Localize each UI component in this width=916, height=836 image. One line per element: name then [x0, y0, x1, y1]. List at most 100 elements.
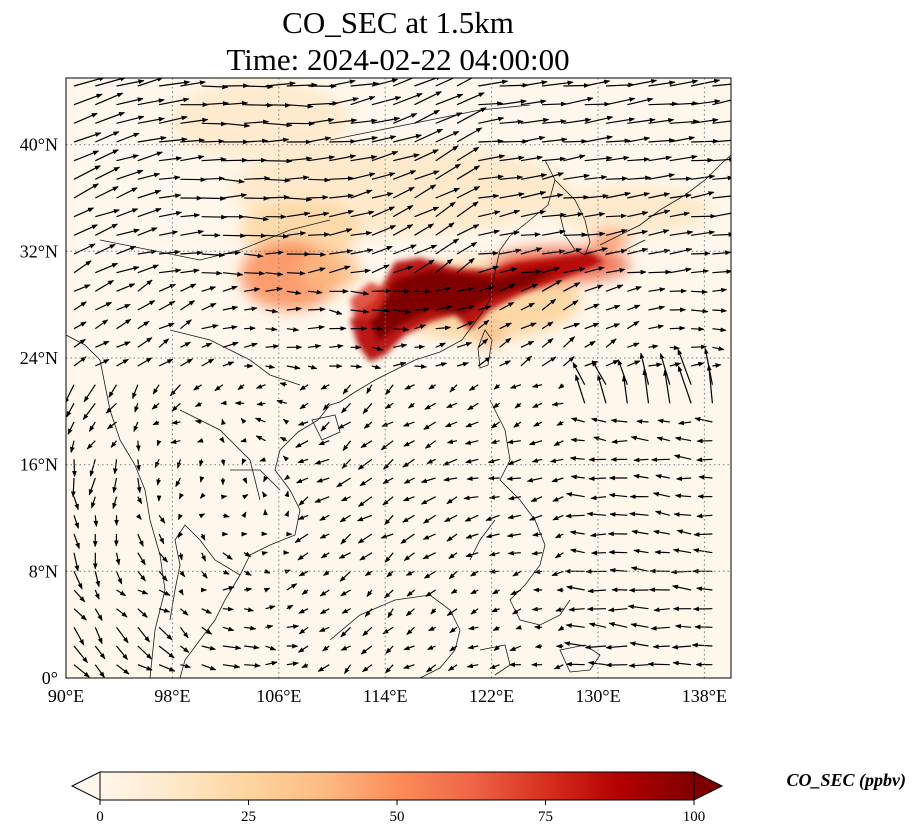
wind-vector	[541, 338, 554, 348]
wind-vector	[158, 552, 168, 563]
wind-vector	[621, 375, 628, 404]
wind-vector	[214, 384, 224, 392]
wind-vector	[201, 270, 223, 276]
wind-vector	[158, 664, 176, 672]
wind-vector	[565, 623, 585, 628]
wind-vector	[465, 458, 479, 464]
colorbar-tick-label: 50	[390, 809, 405, 825]
wind-vector	[308, 252, 327, 257]
wind-vector	[298, 570, 309, 577]
wind-vector	[426, 458, 436, 465]
wind-vector	[563, 154, 586, 162]
wind-vector	[422, 533, 436, 540]
wind-vector	[137, 151, 163, 162]
wind-vector	[88, 421, 96, 432]
wind-vector	[405, 608, 415, 617]
wind-vector	[244, 342, 258, 348]
wind-vector	[464, 514, 479, 522]
wind-vector	[435, 130, 460, 143]
wind-vector	[420, 477, 436, 484]
wind-vector	[159, 249, 181, 255]
wind-vector	[73, 645, 88, 664]
wind-vector	[435, 112, 463, 124]
wind-vector	[137, 645, 153, 660]
wind-vector	[244, 306, 258, 312]
wind-vector	[73, 132, 102, 143]
wind-vector	[350, 248, 374, 255]
wind-vector	[531, 606, 543, 612]
wind-vector	[499, 155, 525, 162]
wind-vector	[95, 186, 119, 199]
wind-vector	[344, 664, 352, 674]
wind-vector	[456, 320, 475, 330]
wind-vector	[627, 304, 641, 311]
wind-vector	[301, 663, 309, 669]
korea-coast	[554, 179, 591, 256]
wind-vector	[393, 153, 420, 162]
wind-vector	[286, 365, 301, 370]
wind-vector	[73, 515, 79, 529]
wind-vector	[456, 257, 475, 274]
x-tick-label: 130°E	[575, 686, 620, 706]
wind-vector	[244, 287, 261, 293]
wind-vector	[520, 99, 547, 106]
wind-vector	[298, 608, 309, 614]
wind-vector	[244, 587, 253, 593]
wind-vector	[542, 119, 567, 124]
wind-vector	[301, 589, 309, 595]
map-title-line2: Time: 2024-02-22 04:00:00	[226, 42, 569, 77]
wind-vector	[648, 209, 671, 218]
wind-vector	[542, 249, 566, 255]
wind-vector	[350, 230, 373, 236]
wind-vector	[463, 495, 479, 501]
wind-vector	[691, 269, 709, 274]
wind-vector	[341, 458, 352, 469]
wind-vector	[520, 283, 539, 292]
wind-vector	[449, 384, 458, 393]
wind-vector	[515, 624, 522, 630]
wind-vector	[605, 117, 635, 124]
wind-vector	[197, 438, 204, 443]
wind-vector	[712, 346, 725, 351]
wind-vector	[73, 496, 79, 511]
wind-vector	[393, 134, 422, 143]
wind-vector	[584, 135, 613, 143]
wind-vector	[520, 173, 548, 180]
wind-vector	[73, 78, 106, 87]
wind-vector	[318, 626, 330, 633]
wind-vector	[633, 474, 649, 479]
colorbar-gradient	[100, 772, 694, 800]
wind-vector	[73, 664, 90, 678]
wind-vector	[298, 496, 309, 506]
wind-vector	[584, 101, 611, 107]
wind-vector	[520, 135, 546, 143]
wind-vector	[364, 570, 373, 577]
wind-vector	[563, 356, 575, 367]
wind-vector	[180, 268, 200, 274]
wind-vector	[73, 165, 101, 180]
wind-vector	[263, 509, 268, 516]
gridlines	[66, 78, 731, 678]
wind-vector	[73, 321, 87, 330]
wind-vector	[456, 107, 487, 124]
wind-vector	[329, 343, 344, 349]
wind-vector	[617, 359, 628, 385]
wind-vector	[329, 154, 357, 162]
x-tick-label: 98°E	[154, 686, 190, 706]
wind-vector	[520, 155, 543, 162]
wind-vector	[392, 113, 418, 124]
wind-vector	[636, 419, 649, 424]
wind-vector	[371, 264, 390, 274]
wind-vector	[627, 192, 650, 199]
wind-vector	[158, 97, 190, 106]
wind-vector	[265, 624, 274, 630]
wind-vector	[569, 456, 585, 461]
wind-vector	[194, 401, 202, 408]
wind-vector	[244, 607, 254, 612]
wind-vector	[137, 608, 148, 618]
wind-vector	[137, 117, 165, 124]
wind-vector	[265, 605, 276, 610]
wind-vector	[554, 533, 564, 539]
wind-vector	[116, 154, 139, 162]
wind-vector	[133, 421, 139, 433]
